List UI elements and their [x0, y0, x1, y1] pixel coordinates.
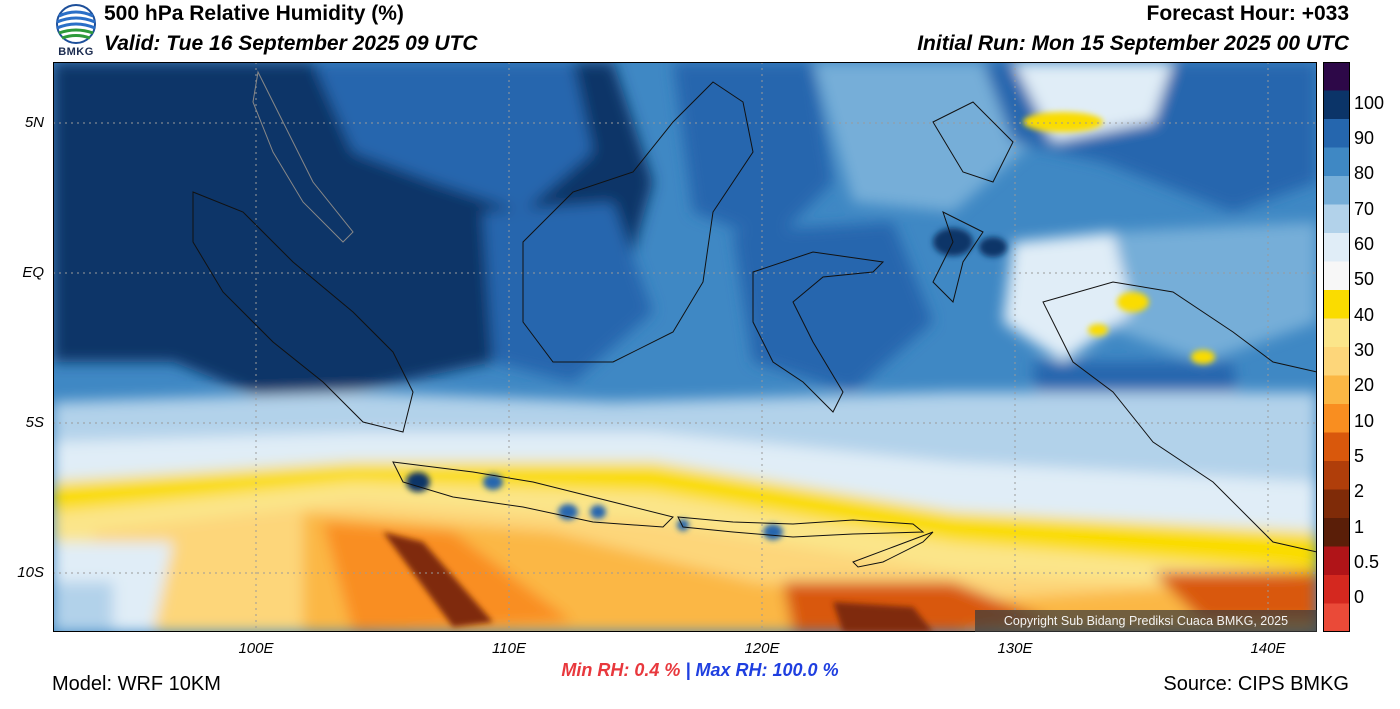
lat-label-5s: 5S [25, 414, 44, 431]
colorbar-label: 100 [1354, 92, 1385, 113]
lat-label-eq: EQ [22, 264, 44, 281]
colorbar-segment [1323, 204, 1350, 234]
lat-label-5n: 5N [24, 114, 44, 131]
source-label: Source: CIPS BMKG [1163, 673, 1349, 695]
colorbar-segment [1323, 546, 1350, 576]
colorbar-label: 5 [1354, 445, 1365, 466]
colorbar-label: 0 [1354, 587, 1365, 608]
lon-label-100e: 100E [238, 640, 274, 657]
model-label: Model: WRF 10KM [52, 673, 221, 695]
colorbar-segment [1323, 119, 1350, 149]
colorbar-segment [1323, 176, 1350, 206]
colorbar-segment [1323, 147, 1350, 177]
colorbar-segment [1323, 233, 1350, 263]
colorbar-label: 80 [1354, 163, 1375, 184]
colorbar-label: 10 [1354, 410, 1375, 431]
rh-stats: Min RH: 0.4 % | Max RH: 100.0 % [0, 660, 1400, 681]
colorbar-label: 40 [1354, 304, 1375, 325]
colorbar-segment [1323, 375, 1350, 405]
colorbar-label: 20 [1354, 375, 1375, 396]
colorbar-segment [1323, 461, 1350, 491]
colorbar-segment [1323, 404, 1350, 434]
colorbar-label: 2 [1354, 481, 1365, 502]
lat-label-10s: 10S [17, 564, 44, 581]
colorbar-label: 50 [1354, 269, 1375, 290]
colorbar-segment [1323, 603, 1350, 632]
colorbar-segment [1323, 62, 1350, 92]
colorbar-label: 30 [1354, 339, 1375, 360]
colorbar-label: 60 [1354, 233, 1375, 254]
colorbar-segment [1323, 318, 1350, 348]
colorbar-label: 70 [1354, 198, 1375, 219]
colorbar-label: 0.5 [1354, 551, 1380, 572]
lon-label-120e: 120E [744, 640, 780, 657]
colorbar-segment [1323, 432, 1350, 462]
lon-label-140e: 140E [1250, 640, 1286, 657]
colorbar-segment [1323, 290, 1350, 320]
colorbar-segment [1323, 489, 1350, 519]
colorbar-segment [1323, 261, 1350, 291]
max-rh: Max RH: 100.0 % [695, 660, 839, 680]
colorbar-label: 1 [1354, 516, 1365, 537]
stats-separator: | [685, 660, 691, 680]
colorbar [1323, 62, 1350, 632]
colorbar-segment [1323, 518, 1350, 548]
min-rh: Min RH: 0.4 % [561, 660, 681, 680]
initial-run: Initial Run: Mon 15 September 2025 00 UT… [917, 32, 1349, 55]
colorbar-label: 90 [1354, 127, 1375, 148]
bmkg-logo [56, 4, 96, 44]
copyright-notice: Copyright Sub Bidang Prediksi Cuaca BMKG… [975, 610, 1317, 632]
colorbar-segment [1323, 347, 1350, 377]
map-title: 500 hPa Relative Humidity (%) [104, 2, 404, 25]
humidity-map [53, 62, 1317, 632]
lon-label-110e: 110E [492, 640, 526, 657]
forecast-hour: Forecast Hour: +033 [1146, 2, 1350, 25]
colorbar-segment [1323, 90, 1350, 120]
lon-label-130e: 130E [997, 640, 1033, 657]
colorbar-segment [1323, 575, 1350, 605]
logo-text: BMKG [58, 46, 94, 58]
valid-time: Valid: Tue 16 September 2025 09 UTC [104, 32, 478, 55]
